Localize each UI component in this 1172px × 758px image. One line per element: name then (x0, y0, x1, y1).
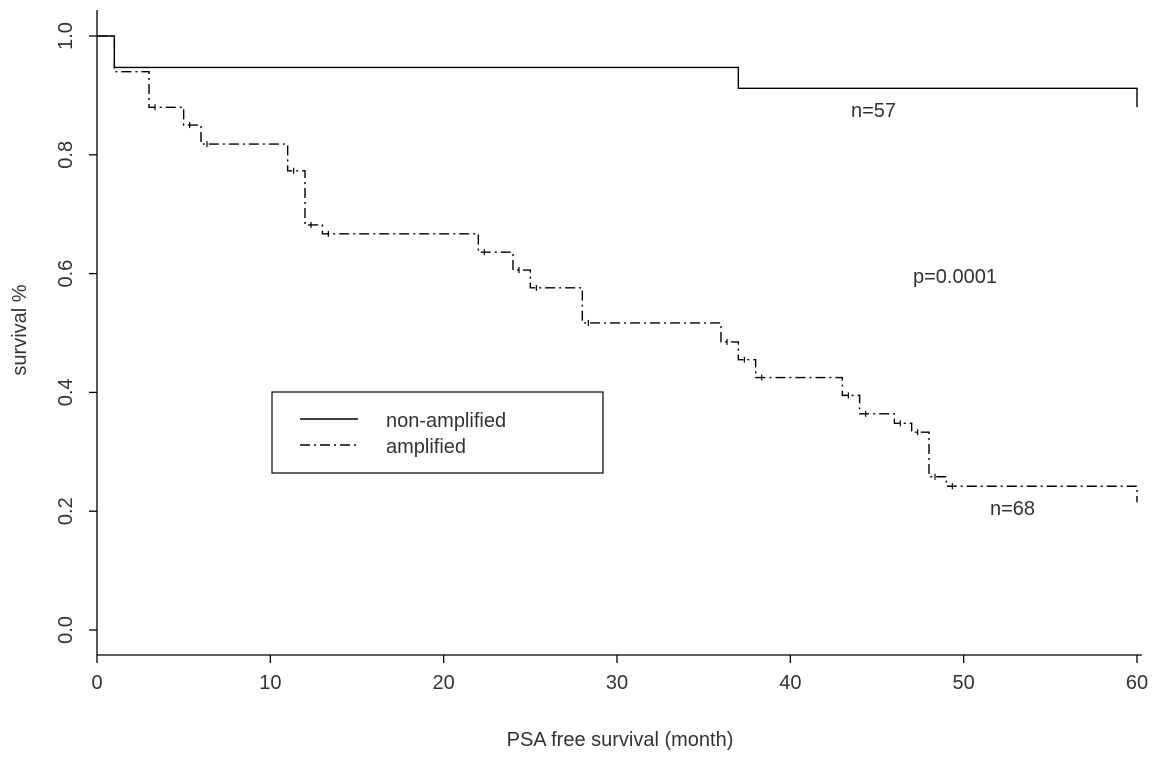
survival-curve-amplified (97, 35, 1138, 503)
x-tick-label: 20 (433, 672, 455, 694)
y-tick-label: 0.2 (55, 497, 77, 525)
x-tick-label: 10 (259, 672, 281, 694)
x-axis-ticks: 0 10 20 30 40 50 60 (91, 655, 1148, 694)
y-axis-ticks: 0.0 0.2 0.4 0.6 0.8 1.0 (55, 22, 97, 644)
legend-label-amplified: amplified (386, 436, 466, 458)
p-value-label: p=0.0001 (913, 266, 997, 288)
x-axis-title: PSA free survival (month) (507, 729, 734, 751)
x-tick-label: 50 (953, 672, 975, 694)
n-non-amplified-label: n=57 (851, 100, 896, 122)
x-tick-label: 60 (1126, 672, 1148, 694)
n-amplified-label: n=68 (990, 498, 1035, 520)
legend-label-non-amplified: non-amplified (386, 410, 506, 432)
y-tick-label: 0.4 (55, 378, 77, 406)
legend: non-amplified amplified (271, 391, 604, 474)
x-tick-label: 0 (91, 672, 102, 694)
y-tick-label: 0.8 (55, 141, 77, 169)
legend-box (271, 391, 604, 474)
y-tick-label: 1.0 (55, 22, 77, 50)
series-layer (97, 35, 1138, 503)
x-tick-label: 40 (779, 672, 801, 694)
y-tick-label: 0.6 (55, 260, 77, 288)
y-tick-label: 0.0 (55, 616, 77, 644)
x-tick-label: 30 (606, 672, 628, 694)
y-axis-title: survival % (9, 284, 31, 375)
survival-curve-non-amplified (97, 35, 1138, 108)
